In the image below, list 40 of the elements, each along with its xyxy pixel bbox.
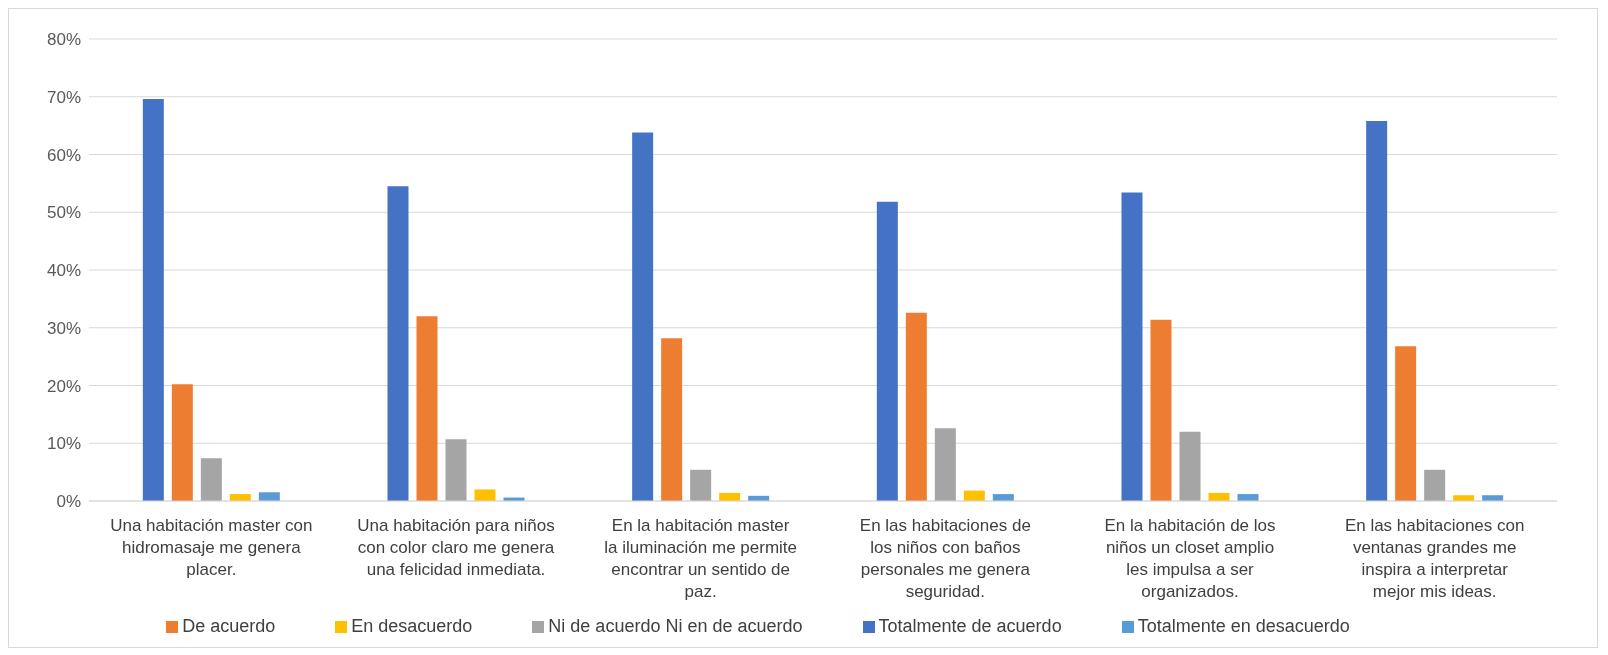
- y-tick-label: 10%: [46, 434, 81, 454]
- bar: [1150, 319, 1172, 501]
- bar: [200, 458, 222, 501]
- bar: [1366, 121, 1388, 501]
- bar: [690, 469, 712, 501]
- legend-label: Ni de acuerdo Ni en de acuerdo: [548, 616, 803, 636]
- bar: [474, 489, 496, 501]
- bar: [1424, 469, 1446, 501]
- legend-label: De acuerdo: [182, 616, 276, 636]
- x-tick-label: En la habitación master la iluminación me permite encontrar un sentido de paz.: [604, 516, 798, 601]
- y-tick-label: 20%: [46, 376, 81, 396]
- bar: [258, 492, 280, 501]
- x-tick-label: Una habitación para niños con color claro me genera una felicidad inmediata.: [357, 516, 555, 579]
- bar: [171, 384, 193, 501]
- y-tick-label: 70%: [46, 87, 81, 107]
- legend-label: En desacuerdo: [351, 616, 473, 636]
- bar: [632, 132, 654, 501]
- y-tick-label: 60%: [46, 145, 81, 165]
- legend-label: Totalmente en desacuerdo: [1137, 616, 1350, 636]
- y-tick-label: 0%: [56, 492, 81, 512]
- bar: [934, 428, 956, 501]
- bar: [142, 99, 164, 501]
- bar: [876, 201, 898, 501]
- x-tick-label: En la habitación de los niños un closet amplio les impulsa a ser organizados.: [1104, 516, 1276, 601]
- x-tick-label: En las habitaciones con ventanas grandes me inspira a interpretar mejor mis ideas.: [1344, 516, 1525, 601]
- bar: [905, 312, 927, 501]
- legend-label: Totalmente de acuerdo: [878, 616, 1062, 636]
- bar: [387, 186, 409, 501]
- bar: [1179, 431, 1201, 501]
- bar: [661, 338, 683, 501]
- bar: [1395, 346, 1417, 501]
- y-tick-label: 40%: [46, 261, 81, 281]
- x-tick-label: Una habitación master con hidromasaje me genera placer.: [110, 516, 313, 579]
- x-tick-label: En las habitaciones de los niños con baños personales me genera seguridad.: [859, 516, 1031, 601]
- y-tick-label: 80%: [46, 30, 81, 50]
- bar: [1121, 192, 1143, 501]
- bar: [416, 316, 438, 501]
- y-tick-label: 30%: [46, 318, 81, 338]
- bar: [445, 439, 467, 501]
- y-tick-label: 50%: [46, 203, 81, 223]
